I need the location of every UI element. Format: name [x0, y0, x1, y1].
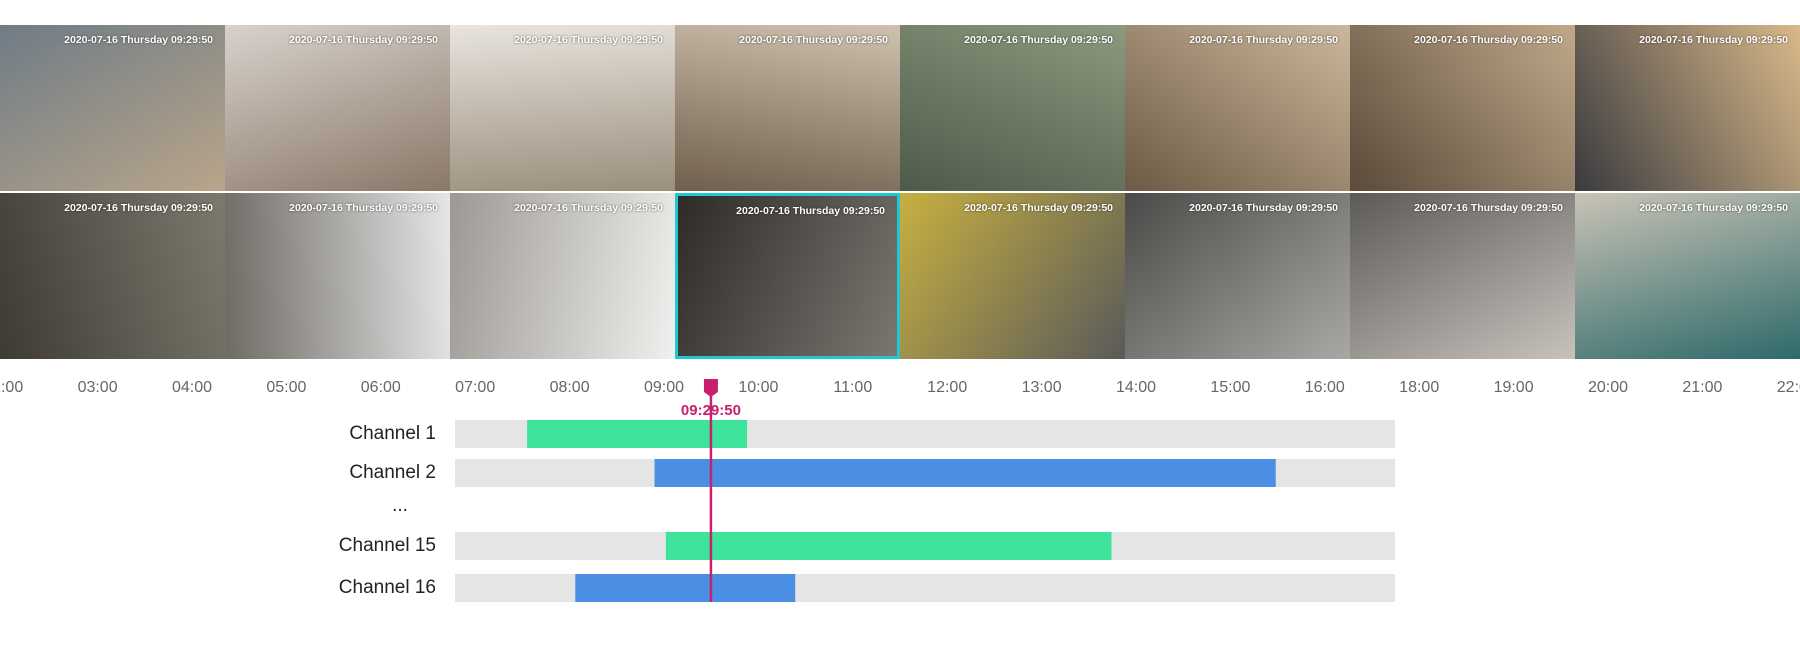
channel-label: Channel 2: [349, 462, 436, 483]
timestamp: 2020-07-16 Thursday 09:29:50: [1189, 202, 1338, 214]
recording-bar: [527, 420, 748, 448]
timestamp: 2020-07-16 Thursday 09:29:50: [1414, 202, 1563, 214]
time-tick-label: 11:00: [833, 379, 872, 396]
timestamp: 2020-07-16 Thursday 09:29:50: [514, 202, 663, 214]
time-tick-label: 12:00: [927, 379, 967, 396]
timestamp: 2020-07-16 Thursday 09:29:50: [289, 202, 438, 214]
camera-tile[interactable]: 2020-07-16 Thursday 09:29:50: [1350, 25, 1575, 191]
timestamp: 2020-07-16 Thursday 09:29:50: [1414, 34, 1563, 46]
time-tick-label: 04:00: [172, 379, 212, 396]
time-tick-label: 06:00: [361, 379, 401, 396]
time-tick-label: 22:00: [1777, 379, 1800, 396]
time-tick-label: 16:00: [1305, 379, 1345, 396]
time-tick-label: 09:00: [644, 379, 684, 396]
time-tick-label: 07:00: [455, 379, 495, 396]
playhead-handle: [703, 379, 718, 397]
time-tick-label: 10:00: [738, 379, 778, 396]
camera-tile[interactable]: 2020-07-16 Thursday 09:29:50: [225, 25, 450, 191]
camera-tile[interactable]: 2020-07-16 Thursday 09:29:50: [1125, 25, 1350, 191]
timestamp: 2020-07-16 Thursday 09:29:50: [964, 34, 1113, 46]
timestamp: 2020-07-16 Thursday 09:29:50: [514, 34, 663, 46]
camera-tile[interactable]: 2020-07-16 Thursday 09:29:50: [1125, 193, 1350, 359]
time-tick-label: 13:00: [1022, 379, 1062, 396]
camera-tile[interactable]: 2020-07-16 Thursday 09:29:50: [675, 193, 900, 359]
recording-bar: [575, 574, 796, 602]
channel-label: Channel 1: [349, 423, 436, 444]
time-tick-label: 20:00: [1588, 379, 1628, 396]
channel-label: Channel 16: [339, 577, 436, 598]
time-tick-label: 05:00: [266, 379, 306, 396]
recording-bar: [665, 532, 1112, 560]
camera-tile[interactable]: 2020-07-16 Thursday 09:29:50: [1575, 25, 1800, 191]
time-tick-label: 15:00: [1210, 379, 1250, 396]
timestamp: 2020-07-16 Thursday 09:29:50: [1189, 34, 1338, 46]
time-tick-label: 18:00: [1399, 379, 1439, 396]
channel-label: Channel 15: [339, 535, 436, 556]
timestamp: 2020-07-16 Thursday 09:29:50: [964, 202, 1113, 214]
timestamp: 2020-07-16 Thursday 09:29:50: [64, 34, 213, 46]
camera-tile[interactable]: 2020-07-16 Thursday 09:29:50: [900, 193, 1125, 359]
camera-tile[interactable]: 2020-07-16 Thursday 09:29:50: [0, 25, 225, 191]
playhead-label: 09:29:50: [681, 402, 741, 419]
time-tick-label: 19:00: [1494, 379, 1534, 396]
camera-tile[interactable]: 2020-07-16 Thursday 09:29:50: [450, 25, 675, 191]
channel-ellipsis: ...: [392, 495, 408, 516]
timestamp: 2020-07-16 Thursday 09:29:50: [739, 34, 888, 46]
time-tick-label: 08:00: [550, 379, 590, 396]
camera-tile[interactable]: 2020-07-16 Thursday 09:29:50: [675, 25, 900, 191]
time-tick-label: 21:00: [1682, 379, 1722, 396]
timestamp: 2020-07-16 Thursday 09:29:50: [289, 34, 438, 46]
camera-tile[interactable]: 2020-07-16 Thursday 09:29:50: [1350, 193, 1575, 359]
camera-tile[interactable]: 2020-07-16 Thursday 09:29:50: [1575, 193, 1800, 359]
time-tick-label: 02:00: [0, 379, 23, 396]
camera-tile[interactable]: 2020-07-16 Thursday 09:29:50: [225, 193, 450, 359]
recording-bar: [654, 459, 1276, 487]
camera-tile[interactable]: 2020-07-16 Thursday 09:29:50: [900, 25, 1125, 191]
timestamp: 2020-07-16 Thursday 09:29:50: [1639, 202, 1788, 214]
timestamp: 2020-07-16 Thursday 09:29:50: [736, 205, 885, 217]
camera-tile[interactable]: 2020-07-16 Thursday 09:29:50: [0, 193, 225, 359]
timestamp: 2020-07-16 Thursday 09:29:50: [64, 202, 213, 214]
camera-tile[interactable]: 2020-07-16 Thursday 09:29:50: [450, 193, 675, 359]
timestamp: 2020-07-16 Thursday 09:29:50: [1639, 34, 1788, 46]
time-tick-label: 14:00: [1116, 379, 1156, 396]
time-tick-label: 03:00: [78, 379, 118, 396]
